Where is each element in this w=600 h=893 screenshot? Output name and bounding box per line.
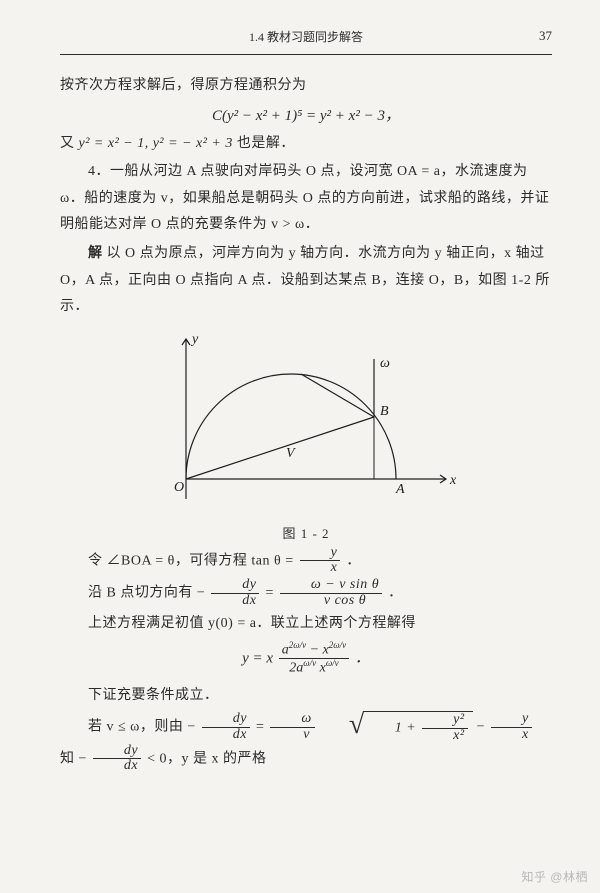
diagram-svg: O x y A B ω V (156, 329, 456, 509)
label-x: x (449, 473, 456, 488)
label-A: A (395, 482, 405, 497)
figure-1-2: O x y A B ω V 图 1 - 2 (60, 329, 552, 542)
equation-2: y = x a2ω/v − x2ω/v 2aω/v xω/v ． (60, 641, 552, 677)
para-1: 按齐次方程求解后，得原方程通积分为 (60, 73, 552, 100)
label-V: V (286, 446, 296, 461)
frac-eq2: a2ω/v − x2ω/v 2aω/v xω/v (279, 641, 349, 677)
figure-caption: 图 1 - 2 (282, 523, 329, 542)
label-B: B (380, 404, 389, 419)
frac-dy-dx-2: dy dx (202, 712, 250, 742)
para-2: 又 y² = x² − 1, y² = − x² + 3 也是解． (60, 131, 552, 158)
label-O: O (174, 480, 184, 495)
equation-1: C(y² − x² + 1)⁵ = y² + x² − 3， (60, 104, 552, 125)
watermark: 知乎 @林栖 (521, 868, 588, 885)
frac-dy-dx-1: dy dx (211, 578, 259, 608)
frac-y-over-x: y x (300, 546, 341, 576)
header-rule (60, 54, 552, 55)
frac-dy-dx-3: dy dx (93, 744, 141, 774)
section-label: 1.4 教材习题同步解答 (249, 28, 363, 45)
solution-label: 解 (88, 246, 103, 261)
para-7: 上述方程满足初值 y(0) = a．联立上述两个方程解得 (60, 611, 552, 638)
para-8: 下证充要条件成立． (60, 683, 552, 710)
sqrt-expr: √ 1 + y² x² (321, 711, 473, 743)
frac-omega-v: ω v (270, 712, 314, 742)
para-9: 若 v ≤ ω，则由 − dy dx = ω v √ 1 + y² x² − y… (60, 711, 552, 774)
label-omega: ω (380, 356, 390, 371)
para-4-solution-intro: 解 以 O 点为原点，河岸方向为 y 轴方向．水流方向为 y 轴正向，x 轴过 … (60, 241, 552, 321)
page-header: 1.4 教材习题同步解答 37 (60, 28, 552, 50)
page-container: 1.4 教材习题同步解答 37 按齐次方程求解后，得原方程通积分为 C(y² −… (0, 0, 600, 893)
para-5: 令 ∠BOA = θ，可得方程 tan θ = y x ． (60, 546, 552, 576)
para-3-problem: 4．一船从河边 A 点驶向对岸码头 O 点，设河宽 OA = a，水流速度为 ω… (60, 159, 552, 239)
para-6: 沿 B 点切方向有 − dy dx = ω − v sin θ v cos θ … (60, 578, 552, 608)
frac-y-x-2: y x (491, 712, 532, 742)
page-number: 37 (539, 28, 552, 44)
frac-rhs-1: ω − v sin θ v cos θ (280, 578, 382, 608)
label-y: y (190, 332, 199, 347)
radical-icon: √ (321, 711, 365, 743)
